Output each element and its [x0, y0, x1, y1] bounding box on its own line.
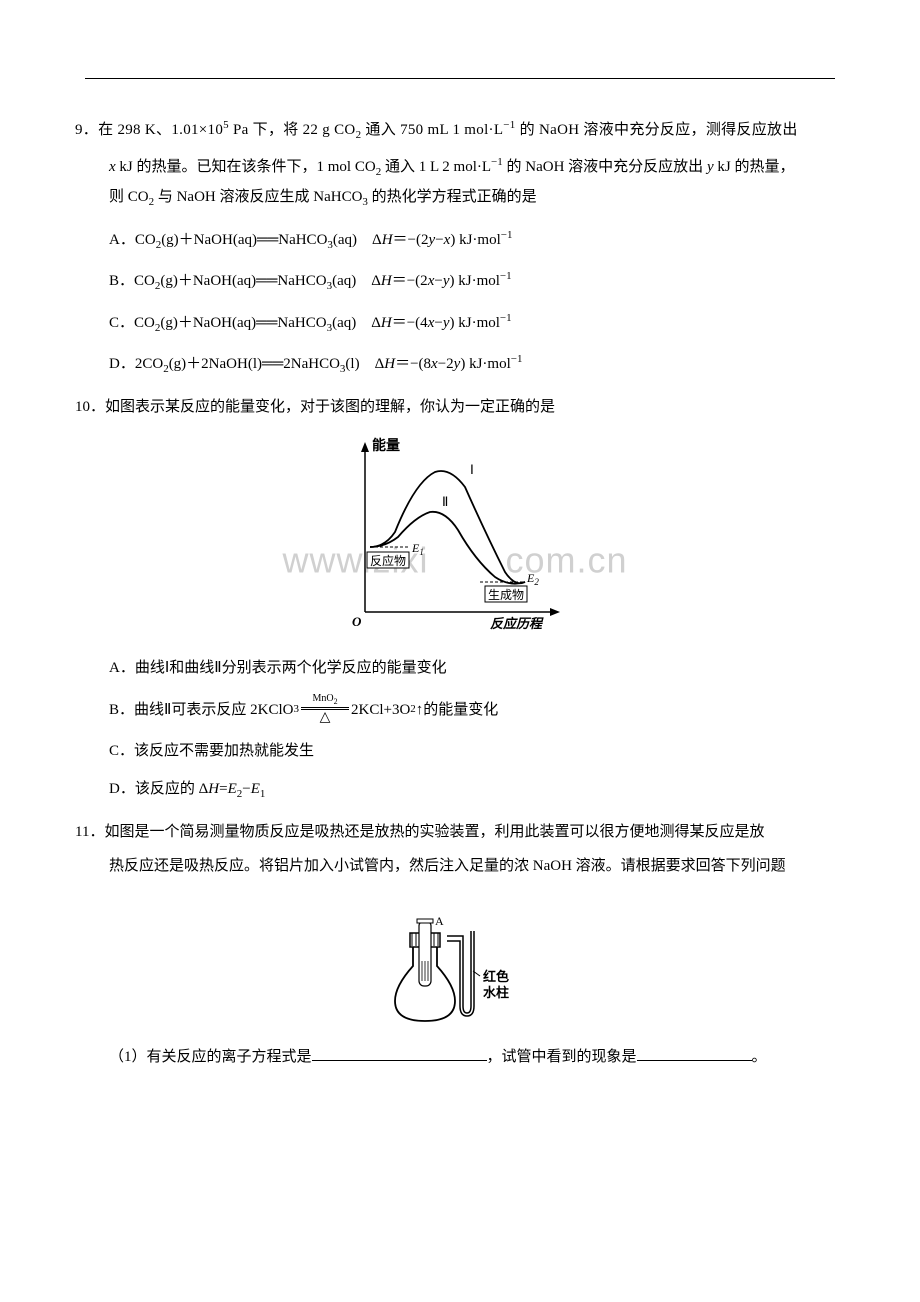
q11-stem-line2: 热反应还是吸热反应。将铝片加入小试管内，然后注入足量的浓 NaOH 溶液。请根据… [75, 852, 835, 881]
origin-label: O [352, 614, 362, 629]
curve1-label: Ⅰ [470, 462, 474, 477]
water-label: 水柱 [483, 985, 509, 1000]
header-divider [85, 78, 835, 79]
q10-option-c: C．该反应不需要加热就能发生 [109, 739, 835, 763]
question-11: 11．如图是一个简易测量物质反应是吸热还是放热的实验装置，利用此装置可以很方便地… [75, 818, 835, 1069]
q10-stem: 10．如图表示某反应的能量变化，对于该图的理解，你认为一定正确的是 [75, 393, 835, 422]
reactant-label: 反应物 [370, 553, 406, 568]
experiment-device: A 红色 水柱 [375, 891, 535, 1031]
curve2-label: Ⅱ [442, 494, 448, 509]
q10-option-d: D．该反应的 ΔH=E2−E1 [109, 777, 835, 804]
q10-option-b: B．曲线Ⅱ可表示反应 2KClO3 MnO2 △ 2KCl+3O2↑的能量变化 [109, 694, 835, 725]
q11-figure: A 红色 水柱 [75, 891, 835, 1031]
q9-stem-line2: x kJ 的热量。已知在该条件下，1 mol CO2 通入 1 L 2 mol·… [75, 152, 835, 183]
q9-option-b: B．CO2(g)＋NaOH(aq)══NaHCO3(aq) ΔH＝−(2x−y)… [109, 268, 835, 296]
red-label: 红色 [483, 969, 509, 984]
blank-field-2 [637, 1046, 752, 1061]
y-axis-label: 能量 [372, 437, 400, 454]
q9-options: A．CO2(g)＋NaOH(aq)══NaHCO3(aq) ΔH＝−(2y−x)… [75, 227, 835, 379]
e2-label: E2 [526, 571, 539, 587]
q9-option-d: D．2CO2(g)＋2NaOH(l)══2NaHCO3(l) ΔH＝−(8x−2… [109, 351, 835, 379]
q9-stem-line1: 9．在 298 K、1.01×105 Pa 下，将 22 g CO2 通入 75… [75, 115, 835, 146]
question-10: 10．如图表示某反应的能量变化，对于该图的理解，你认为一定正确的是 www.zi… [75, 393, 835, 804]
x-axis-label: 反应历程 [490, 616, 544, 631]
q9-option-c: C．CO2(g)＋NaOH(aq)══NaHCO3(aq) ΔH＝−(4x−y)… [109, 310, 835, 338]
reaction-arrow: MnO2 △ [301, 694, 349, 725]
q11-subquestions: （1）有关反应的离子方程式是，试管中看到的现象是。 [75, 1045, 835, 1069]
q9-stem-line3: 则 CO2 与 NaOH 溶液反应生成 NaHCO3 的热化学方程式正确的是 [75, 183, 835, 213]
q10-options: A．曲线Ⅰ和曲线Ⅱ分别表示两个化学反应的能量变化 B．曲线Ⅱ可表示反应 2KCl… [75, 656, 835, 804]
question-9: 9．在 298 K、1.01×105 Pa 下，将 22 g CO2 通入 75… [75, 115, 835, 379]
blank-field-1 [312, 1046, 487, 1061]
point-a-label: A [435, 914, 444, 928]
q10-figure: www.zixi com.cn 能量 反应历程 O E1 E2 Ⅰ [75, 432, 835, 643]
q9-option-a: A．CO2(g)＋NaOH(aq)══NaHCO3(aq) ΔH＝−(2y−x)… [109, 227, 835, 255]
q11-stem-line1: 11．如图是一个简易测量物质反应是吸热还是放热的实验装置，利用此装置可以很方便地… [75, 818, 835, 847]
product-label: 生成物 [488, 588, 524, 602]
q10-option-a: A．曲线Ⅰ和曲线Ⅱ分别表示两个化学反应的能量变化 [109, 656, 835, 680]
e1-label: E1 [411, 541, 424, 557]
energy-chart: 能量 反应历程 O E1 E2 Ⅰ Ⅱ 反应物 生成物 [330, 432, 580, 632]
q11-sub-1: （1）有关反应的离子方程式是，试管中看到的现象是。 [109, 1045, 835, 1069]
